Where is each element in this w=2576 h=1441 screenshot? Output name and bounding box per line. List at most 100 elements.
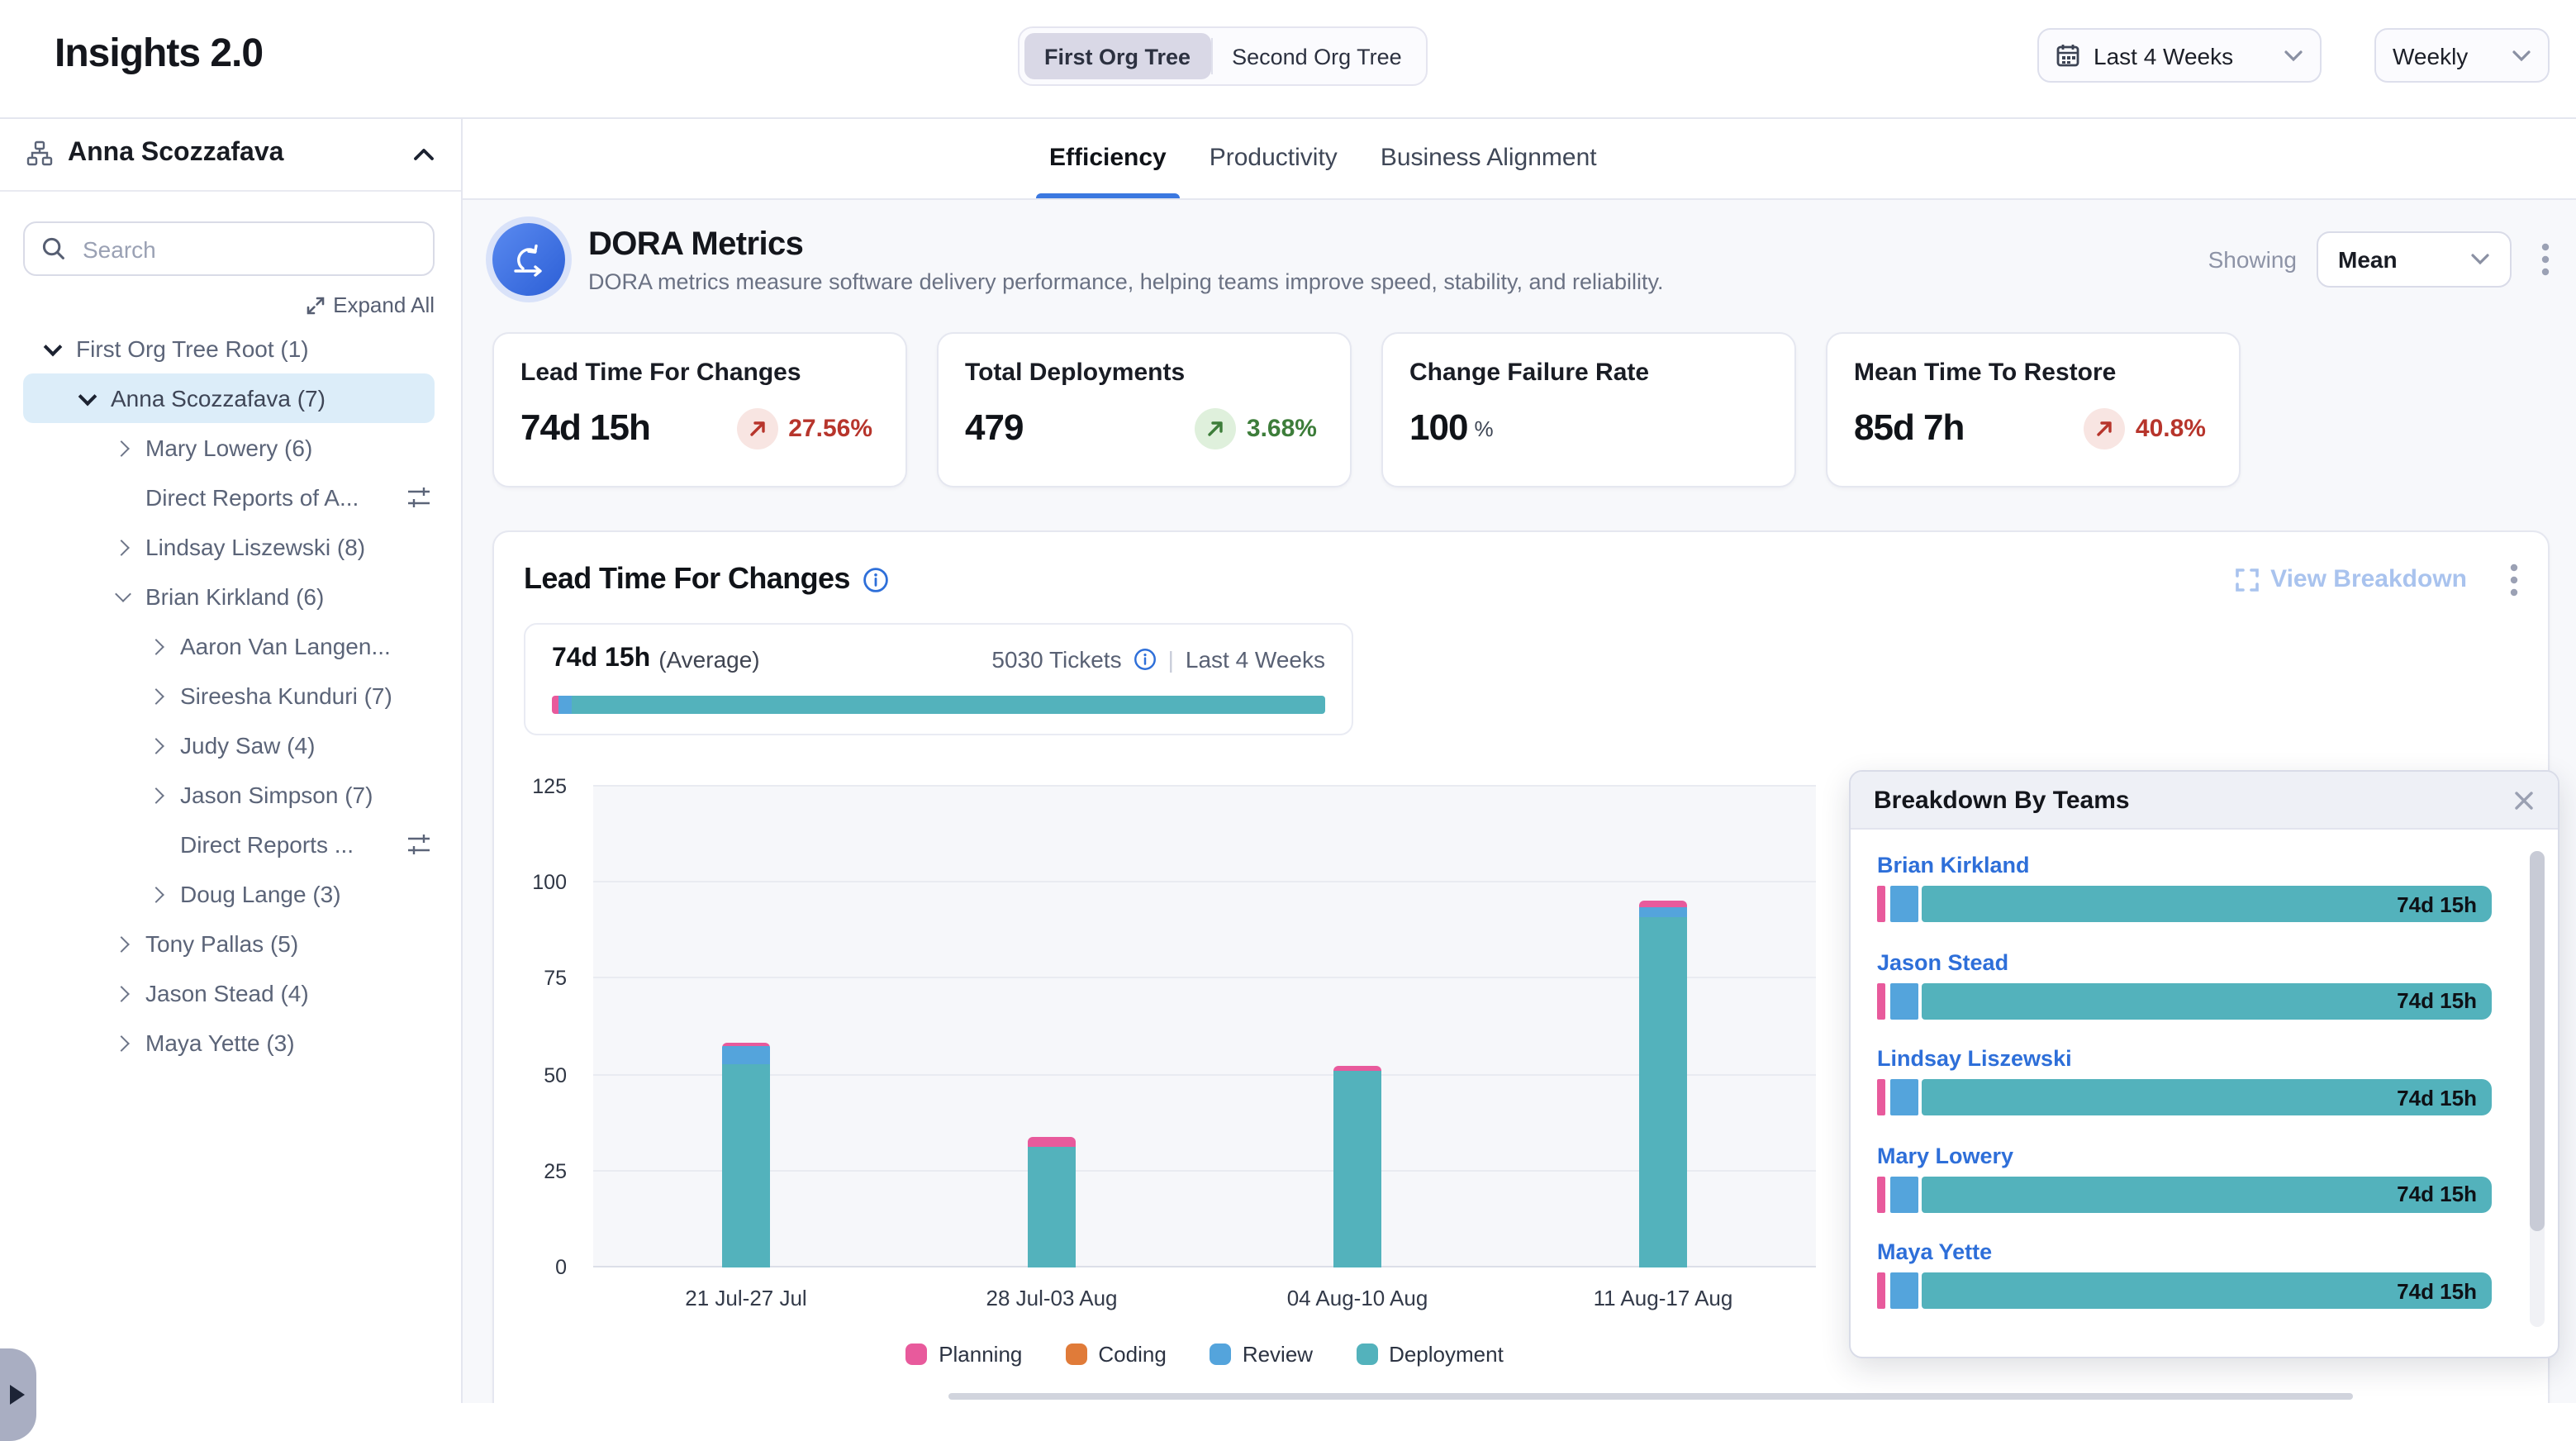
deployment-segment: 74d 15h xyxy=(1921,1272,2492,1309)
review-segment xyxy=(722,1046,770,1064)
tree-item-first-org-tree-root[interactable]: First Org Tree Root (1) xyxy=(23,324,435,373)
chevron-right-icon[interactable] xyxy=(111,1037,134,1049)
trend-badge: 27.56% xyxy=(737,407,872,449)
tree-item-direct-reports-of-anna[interactable]: Direct Reports of A... xyxy=(23,473,435,522)
team-phase-bar: 74d 15h xyxy=(1877,982,2492,1019)
review-segment xyxy=(558,696,572,714)
tree-item-brian-kirkland[interactable]: Brian Kirkland (6) xyxy=(23,572,435,621)
tree-item-direct-reports-of-brian[interactable]: Direct Reports ... xyxy=(23,820,435,869)
chevron-right-icon[interactable] xyxy=(145,888,169,900)
breakdown-by-teams-panel: Breakdown By Teams Brian Kirkland 74d 15… xyxy=(1849,770,2559,1358)
panel-scrollbar[interactable] xyxy=(2530,851,2545,1327)
card-mean-time-to-restore[interactable]: Mean Time To Restore 85d 7h 40.8% xyxy=(1826,332,2241,487)
team-link[interactable]: Jason Stead xyxy=(1877,949,2009,974)
tree-item-jason-simpson[interactable]: Jason Simpson (7) xyxy=(23,770,435,820)
card-total-deployments[interactable]: Total Deployments 479 3.68% xyxy=(937,332,1352,487)
tree-item-mary-lowery[interactable]: Mary Lowery (6) xyxy=(23,423,435,473)
card-value: 100 xyxy=(1409,407,1468,448)
team-row-lindsay-liszewski: Lindsay Liszewski 74d 15h xyxy=(1877,1046,2492,1115)
legend-item-deployment[interactable]: Deployment xyxy=(1356,1342,1504,1367)
team-link[interactable]: Brian Kirkland xyxy=(1877,853,2030,877)
tree-item-sireesha-kunduri[interactable]: Sireesha Kunduri (7) xyxy=(23,671,435,720)
sidebar-collapse-handle[interactable] xyxy=(0,1348,36,1441)
team-phase-bar: 74d 15h xyxy=(1877,1272,2492,1309)
tab-productivity[interactable]: Productivity xyxy=(1209,144,1338,172)
scrollbar-thumb[interactable] xyxy=(2530,851,2545,1231)
legend-item-coding[interactable]: Coding xyxy=(1065,1342,1167,1367)
legend-item-planning[interactable]: Planning xyxy=(905,1342,1022,1367)
tree-item-tony-pallas[interactable]: Tony Pallas (5) xyxy=(23,919,435,968)
team-link[interactable]: Mary Lowery xyxy=(1877,1143,2014,1168)
tree-item-doug-lange[interactable]: Doug Lange (3) xyxy=(23,869,435,919)
bar-21 Jul-27 Jul[interactable] xyxy=(722,1043,770,1267)
breakdown-panel-title: Breakdown By Teams xyxy=(1874,786,2130,814)
chevron-right-icon[interactable] xyxy=(111,442,134,454)
date-range-value: Last 4 Weeks xyxy=(2094,42,2234,69)
deployment-segment: 74d 15h xyxy=(1921,1079,2492,1115)
card-change-failure-rate[interactable]: Change Failure Rate 100 % xyxy=(1381,332,1796,487)
bar-11 Aug-17 Aug[interactable] xyxy=(1639,900,1687,1267)
tree-item-judy-saw[interactable]: Judy Saw (4) xyxy=(23,720,435,770)
tree-item-anna-scozzafava[interactable]: Anna Scozzafava (7) xyxy=(23,373,435,423)
gridline xyxy=(593,977,1816,979)
search-input[interactable] xyxy=(79,234,416,264)
tab-efficiency[interactable]: Efficiency xyxy=(1036,117,1180,198)
chevron-down-icon[interactable] xyxy=(111,593,134,600)
tree-item-lindsay-liszewski[interactable]: Lindsay Liszewski (8) xyxy=(23,522,435,572)
expand-all-button[interactable]: Expand All xyxy=(0,292,435,317)
toggle-first-org-tree[interactable]: First Org Tree xyxy=(1024,33,1211,79)
dora-title: DORA Metrics xyxy=(588,226,804,262)
x-tick-label: 28 Jul-03 Aug xyxy=(986,1286,1118,1310)
horizontal-scrollbar[interactable] xyxy=(948,1393,2353,1400)
bar-04 Aug-10 Aug[interactable] xyxy=(1333,1066,1381,1267)
tree-item-aaron-van-langen[interactable]: Aaron Van Langen... xyxy=(23,621,435,671)
info-icon[interactable] xyxy=(863,566,890,592)
bar-28 Jul-03 Aug[interactable] xyxy=(1028,1136,1076,1267)
planning-segment xyxy=(552,696,558,714)
filter-sliders-icon[interactable] xyxy=(406,486,431,509)
chevron-down-icon[interactable] xyxy=(76,394,99,402)
sidebar-search[interactable] xyxy=(23,221,435,276)
chevron-right-icon[interactable] xyxy=(111,987,134,999)
info-icon[interactable] xyxy=(1134,648,1157,671)
chevron-right-icon[interactable] xyxy=(111,938,134,949)
card-lead-time-for-changes[interactable]: Lead Time For Changes 74d 15h 27.56% xyxy=(492,332,907,487)
tree-item-jason-stead[interactable]: Jason Stead (4) xyxy=(23,968,435,1018)
sidebar-user-name: Anna Scozzafava xyxy=(68,139,284,167)
kebab-menu-icon[interactable] xyxy=(2510,563,2518,596)
close-icon[interactable] xyxy=(2513,789,2535,811)
chevron-right-icon[interactable] xyxy=(145,640,169,652)
legend-item-review[interactable]: Review xyxy=(1209,1342,1313,1367)
toggle-second-org-tree[interactable]: Second Org Tree xyxy=(1232,44,1402,69)
planning-segment xyxy=(1877,982,1885,1019)
trend-up-icon xyxy=(737,407,779,449)
granularity-select[interactable]: Weekly xyxy=(2374,28,2550,83)
filter-sliders-icon[interactable] xyxy=(406,833,431,856)
aggregation-value: Mean xyxy=(2338,246,2398,273)
average-phase-bar xyxy=(552,696,1325,714)
kebab-menu-icon[interactable] xyxy=(2541,243,2550,276)
date-range-select[interactable]: Last 4 Weeks xyxy=(2037,28,2322,83)
team-value: 74d 15h xyxy=(2397,892,2477,916)
tree-item-maya-yette[interactable]: Maya Yette (3) xyxy=(23,1018,435,1068)
chevron-right-icon[interactable] xyxy=(145,789,169,801)
team-link[interactable]: Lindsay Liszewski xyxy=(1877,1046,2072,1071)
chevron-up-icon[interactable] xyxy=(413,146,435,161)
aggregation-select[interactable]: Mean xyxy=(2317,231,2512,288)
chevron-right-icon[interactable] xyxy=(145,690,169,701)
average-label: (Average) xyxy=(658,646,760,673)
x-tick-label: 11 Aug-17 Aug xyxy=(1593,1286,1733,1310)
deployment-segment: 74d 15h xyxy=(1921,982,2492,1019)
chevron-right-icon[interactable] xyxy=(111,541,134,553)
planning-segment xyxy=(1333,1066,1381,1071)
review-segment xyxy=(1889,886,1918,922)
legend-label: Planning xyxy=(939,1342,1023,1367)
sidebar-user-header[interactable]: Anna Scozzafava xyxy=(0,117,461,192)
legend-swatch xyxy=(1356,1344,1378,1365)
card-value: 479 xyxy=(965,407,1024,448)
tab-business-alignment[interactable]: Business Alignment xyxy=(1380,144,1597,172)
view-breakdown-button[interactable]: View Breakdown xyxy=(2236,565,2467,593)
chevron-down-icon[interactable] xyxy=(41,345,64,353)
team-link[interactable]: Maya Yette xyxy=(1877,1239,1993,1264)
chevron-right-icon[interactable] xyxy=(145,740,169,751)
